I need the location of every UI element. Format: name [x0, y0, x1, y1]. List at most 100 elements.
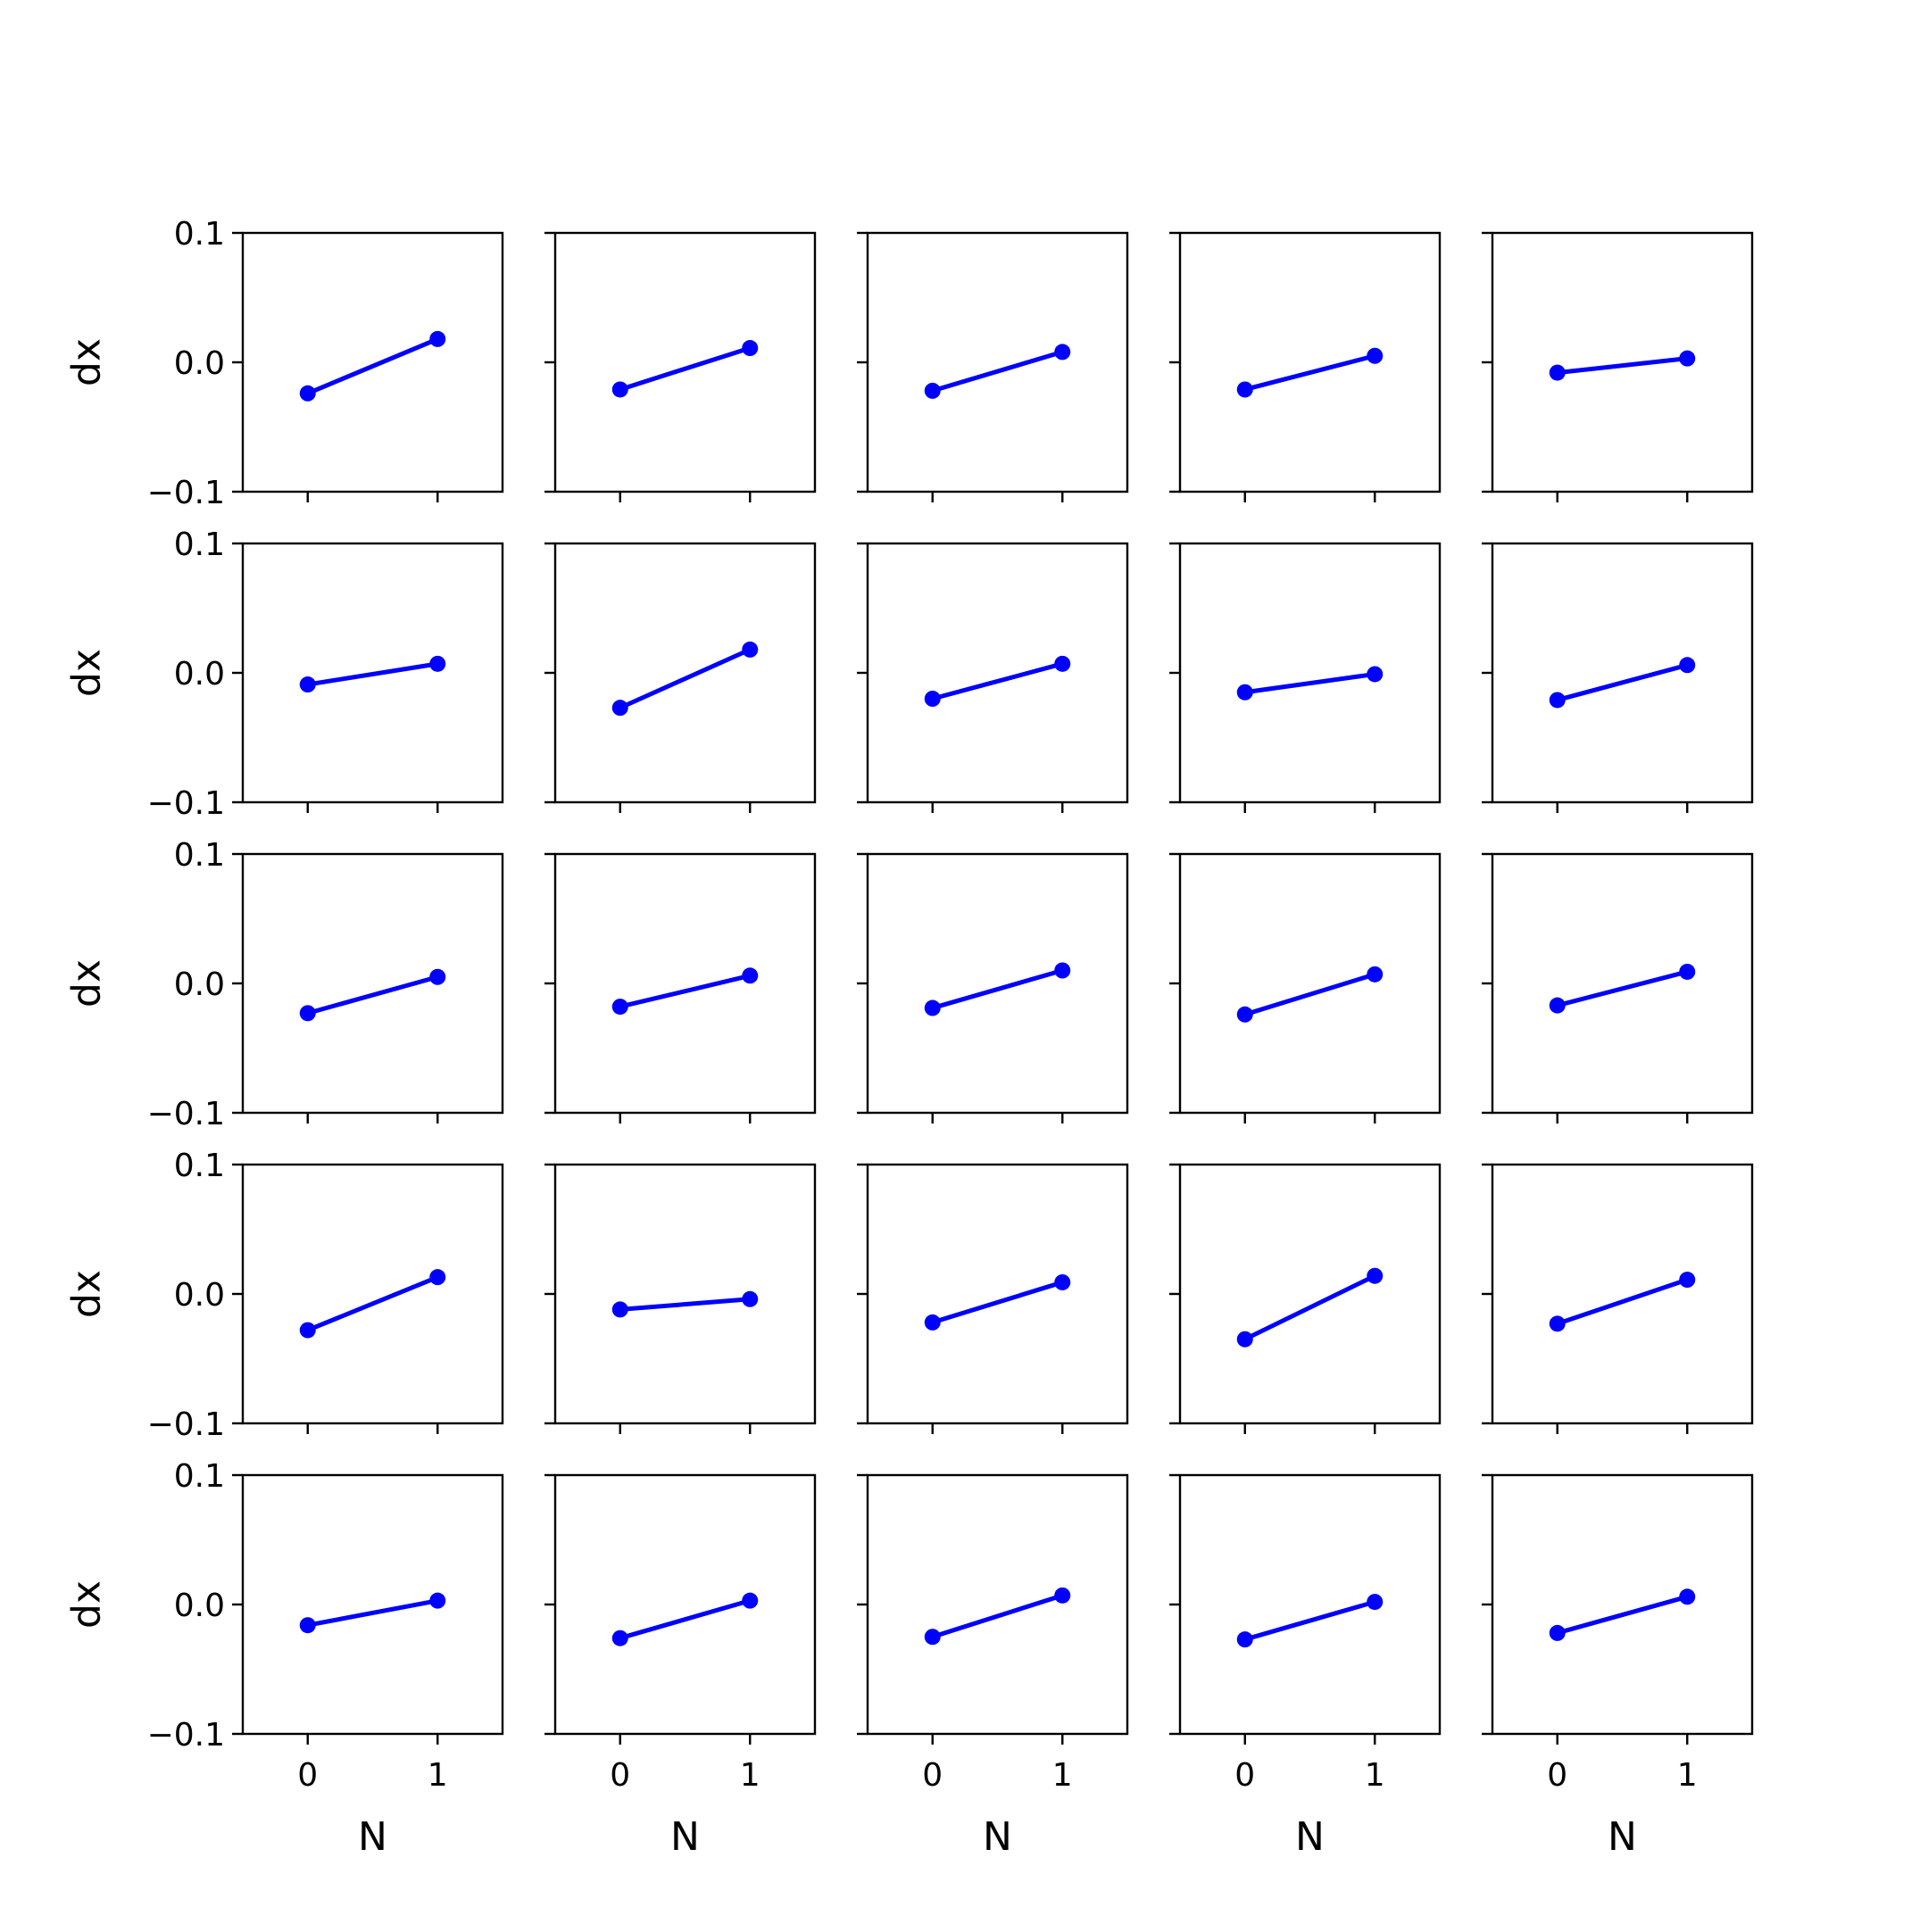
- x-tick-label: 0: [1547, 1757, 1567, 1794]
- subplot-r4-c4: 0 1 N: [1482, 1473, 1754, 1860]
- axes-frame: [241, 1473, 504, 1736]
- x-axis-label: N: [1295, 1814, 1325, 1860]
- data-point: [1679, 963, 1696, 980]
- series-line: [305, 1598, 440, 1628]
- y-tick-label: −0.1: [147, 785, 225, 822]
- y-tick-label: 0.1: [174, 1148, 225, 1184]
- data-point: [299, 385, 316, 402]
- data-point: [742, 1592, 759, 1609]
- subplot-r3-c3: [1169, 1163, 1442, 1434]
- axes-frame: [1491, 1473, 1754, 1736]
- data-point: [1549, 364, 1566, 381]
- series-line: [930, 1280, 1065, 1325]
- data-point: [1679, 1272, 1696, 1289]
- x-tick-label: 0: [922, 1757, 943, 1794]
- data-point: [1236, 381, 1253, 398]
- x-tick-label: 0: [610, 1757, 630, 1794]
- y-axis-label: dx: [63, 959, 109, 1007]
- axes-frame: [1178, 231, 1442, 493]
- series-line: [305, 336, 440, 396]
- x-tick-label: 1: [428, 1757, 448, 1794]
- subplot-r4-c2: 0 1 N: [857, 1473, 1129, 1860]
- subplot-r0-c3: [1169, 231, 1442, 502]
- data-point: [299, 1005, 316, 1022]
- data-point: [1054, 1587, 1071, 1604]
- y-tick-label: 0.0: [174, 345, 225, 382]
- x-tick-label: 0: [297, 1757, 318, 1794]
- subplot-r2-c4: [1482, 852, 1754, 1124]
- axes-frame: [553, 231, 817, 493]
- series-line: [618, 973, 752, 1009]
- subplot-r3-c4: [1482, 1163, 1754, 1434]
- y-tick-label: 0.1: [174, 216, 225, 253]
- data-point: [1054, 344, 1071, 361]
- x-tick-label: 1: [1052, 1757, 1073, 1794]
- series-line: [305, 661, 440, 687]
- data-point: [611, 999, 628, 1016]
- y-axis-label: dx: [63, 649, 109, 697]
- axes-frame: [1178, 1473, 1442, 1736]
- series-line: [1242, 1599, 1377, 1642]
- series-line: [1555, 1594, 1690, 1636]
- axes-frame: [1178, 1163, 1442, 1425]
- series-line: [1555, 969, 1690, 1008]
- data-point: [1054, 962, 1071, 979]
- subplot-r2-c0: 0.1 0.0 −0.1 dx: [63, 837, 504, 1132]
- subplot-r0-c1: [544, 231, 817, 502]
- x-tick-label: 1: [740, 1757, 760, 1794]
- data-point: [611, 1301, 628, 1318]
- x-axis-label: N: [1608, 1814, 1637, 1860]
- subplot-r3-c2: [857, 1163, 1129, 1434]
- series-line: [930, 1593, 1065, 1639]
- y-tick-label: 0.1: [174, 1458, 225, 1495]
- data-point: [429, 655, 446, 672]
- subplot-r1-c2: [857, 542, 1129, 813]
- y-axis-label: dx: [63, 338, 109, 386]
- subplot-r2-c2: [857, 852, 1129, 1124]
- data-point: [742, 967, 759, 984]
- axes-frame: [866, 231, 1129, 493]
- axes-frame: [1491, 231, 1754, 493]
- data-point: [924, 691, 941, 707]
- x-axis-label: N: [670, 1814, 700, 1860]
- data-point: [1054, 1273, 1071, 1290]
- data-point: [742, 1290, 759, 1307]
- axes-frame: [241, 231, 504, 493]
- subplot-r2-c3: [1169, 852, 1442, 1124]
- series-line: [618, 345, 752, 392]
- y-tick-label: 0.0: [174, 1277, 225, 1314]
- axes-frame: [1178, 542, 1442, 804]
- y-axis-label: dx: [63, 1270, 109, 1318]
- axes-frame: [1491, 542, 1754, 804]
- subplot-r3-c0: 0.1 0.0 −0.1 dx: [63, 1148, 504, 1443]
- series-line: [1242, 972, 1377, 1017]
- data-point: [1549, 1624, 1566, 1641]
- data-point: [299, 1617, 316, 1634]
- data-point: [299, 676, 316, 693]
- data-point: [924, 1314, 941, 1331]
- data-point: [299, 1322, 316, 1339]
- y-tick-label: 0.0: [174, 1588, 225, 1624]
- x-axis-label: N: [358, 1814, 387, 1860]
- y-tick-label: 0.0: [174, 656, 225, 692]
- axes-frame: [1491, 852, 1754, 1115]
- data-point: [1549, 692, 1566, 709]
- subplot-r3-c1: [544, 1163, 817, 1434]
- series-line: [1555, 356, 1690, 376]
- x-tick-label: 1: [1677, 1757, 1698, 1794]
- axes-frame: [1491, 1163, 1754, 1425]
- axes-frame: [866, 1163, 1129, 1425]
- axes-frame: [241, 852, 504, 1115]
- subplot-r0-c2: [857, 231, 1129, 502]
- data-point: [742, 340, 759, 357]
- data-point: [1236, 684, 1253, 701]
- series-line: [305, 974, 440, 1016]
- data-point: [429, 968, 446, 985]
- data-point: [1549, 1315, 1566, 1332]
- data-point: [924, 382, 941, 399]
- data-point: [1679, 350, 1696, 367]
- data-point: [1236, 1006, 1253, 1023]
- series-line: [618, 1598, 752, 1641]
- data-point: [1367, 347, 1384, 364]
- series-line: [618, 647, 752, 710]
